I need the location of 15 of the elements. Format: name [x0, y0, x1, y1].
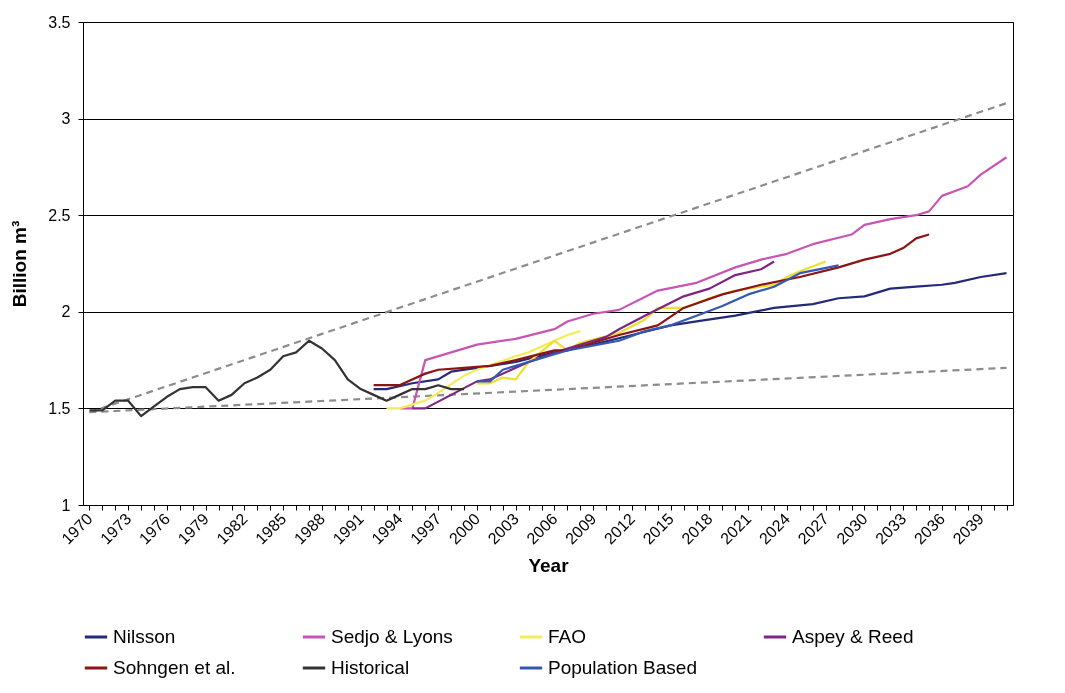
legend-label: Sohngen et al.: [113, 657, 236, 678]
x-axis-title: Year: [528, 555, 570, 577]
legend-label: Population Based: [548, 657, 697, 678]
legend-label: Sedjo & Lyons: [331, 626, 453, 647]
y-tick-label: 3.5: [48, 13, 71, 31]
y-tick-label: 2.5: [48, 206, 71, 224]
y-tick-label: 1: [61, 496, 71, 514]
y-tick-label: 3: [61, 110, 71, 128]
legend-label: FAO: [548, 626, 587, 647]
legend-label: Nilsson: [113, 626, 176, 647]
y-tick-label: 1.5: [48, 399, 71, 417]
y-tick-label: 2: [61, 303, 71, 321]
legend-label: Aspey & Reed: [792, 626, 914, 647]
legend-label: Historical: [331, 657, 410, 678]
y-axis-title: Billion m³: [9, 220, 31, 308]
